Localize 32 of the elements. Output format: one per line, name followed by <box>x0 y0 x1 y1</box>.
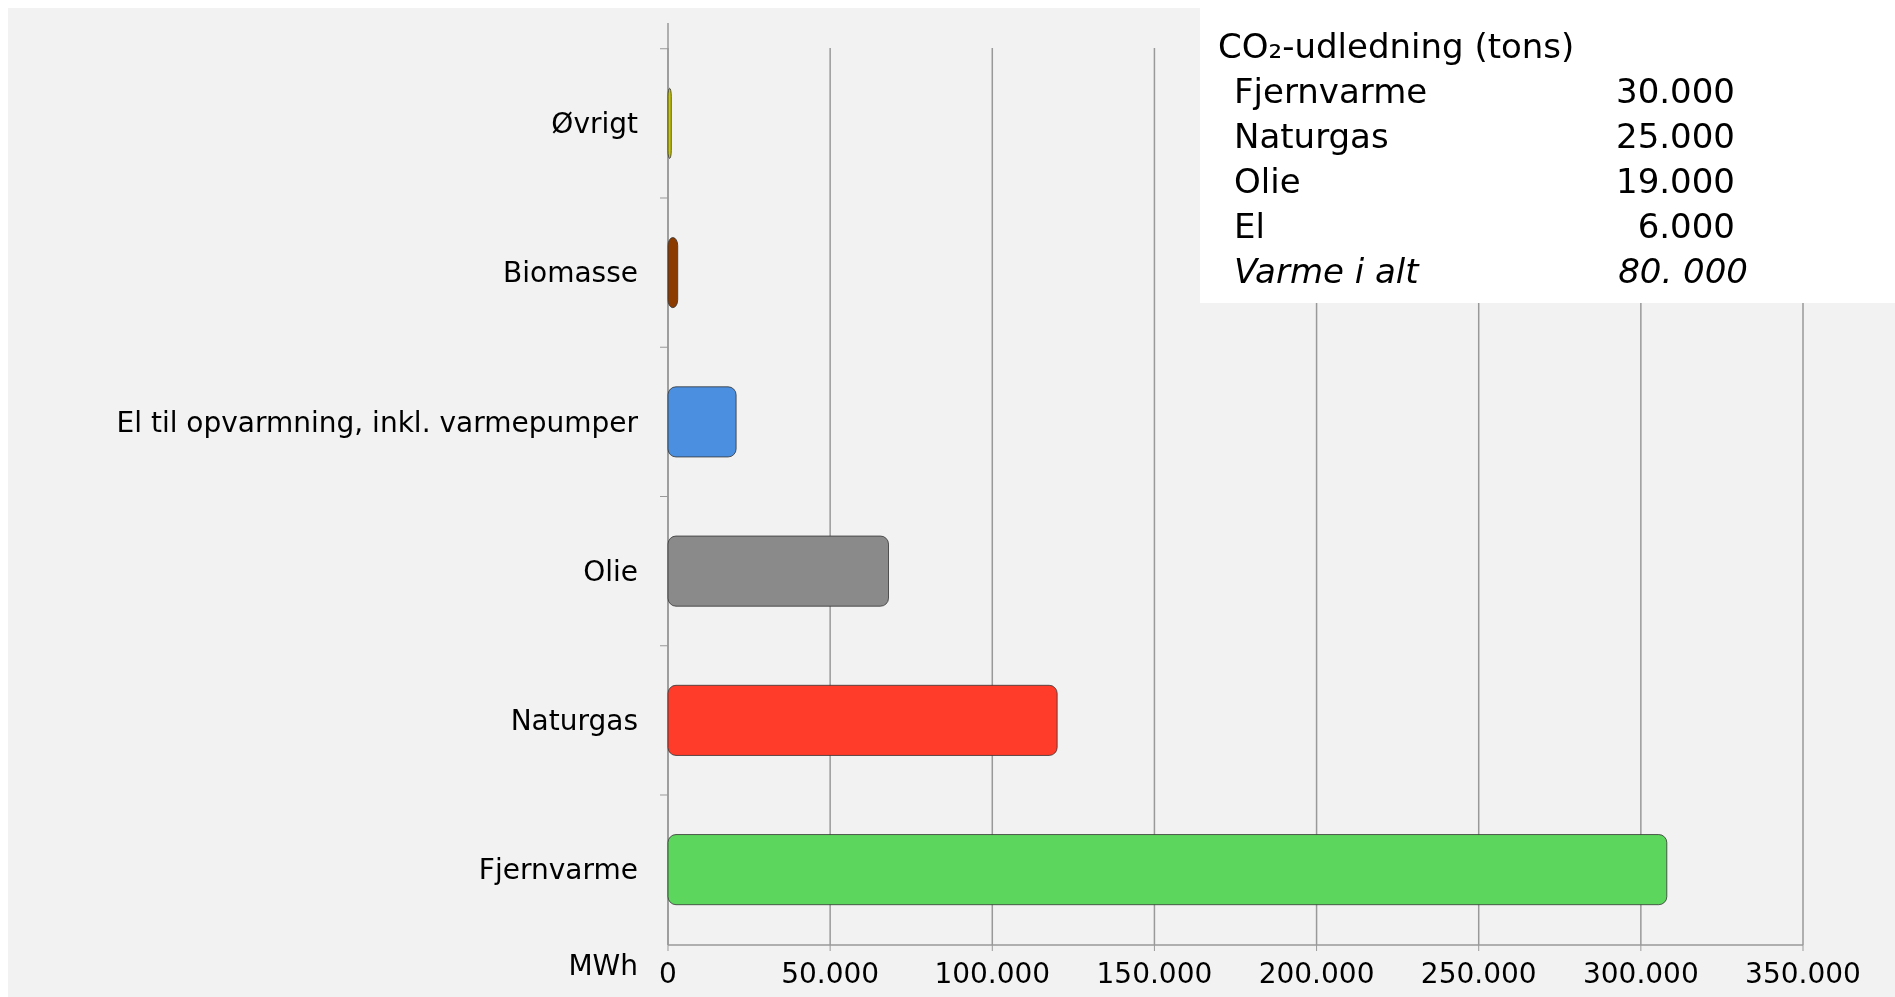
annotation: 25.000 <box>1616 116 1735 156</box>
x-tick-label: 250.000 <box>1420 957 1537 990</box>
bar <box>667 834 1668 906</box>
x-axis-title: MWh <box>568 949 638 982</box>
x-tick-label: 200.000 <box>1258 957 1375 990</box>
y-tick-label: Olie <box>583 554 638 588</box>
bar <box>667 237 679 309</box>
annotation: Olie <box>1234 161 1301 201</box>
annotation: Fjernvarme <box>1234 71 1428 111</box>
x-tick-label: 300.000 <box>1582 957 1699 990</box>
x-tick-label: 0 <box>659 957 677 990</box>
annotation: 19.000 <box>1616 161 1735 201</box>
annotation: 6.000 <box>1637 206 1735 246</box>
y-tick-label: El til opvarmning, inkl. varmepumper <box>116 405 639 439</box>
y-tick-label: Fjernvarme <box>478 853 638 887</box>
annotation: Naturgas <box>1234 116 1389 156</box>
bar <box>667 684 1058 756</box>
annotation: 30.000 <box>1616 71 1735 111</box>
annotation: El <box>1234 206 1265 246</box>
x-tick-label: 100.000 <box>934 957 1051 990</box>
x-tick-label: 150.000 <box>1096 957 1213 990</box>
annotation: Varme i alt <box>1234 251 1421 291</box>
bar <box>667 87 672 159</box>
annotation: 80. 000 <box>1618 251 1748 291</box>
y-tick-label: Øvrigt <box>551 107 639 141</box>
y-tick-label: Biomasse <box>503 256 638 290</box>
bar <box>667 535 889 607</box>
y-tick-label: Naturgas <box>510 704 638 738</box>
annotation: CO₂-udledning (tons) <box>1218 26 1575 66</box>
bar <box>667 386 737 458</box>
x-tick-label: 50.000 <box>781 957 880 990</box>
x-tick-label: 350.000 <box>1745 957 1861 990</box>
